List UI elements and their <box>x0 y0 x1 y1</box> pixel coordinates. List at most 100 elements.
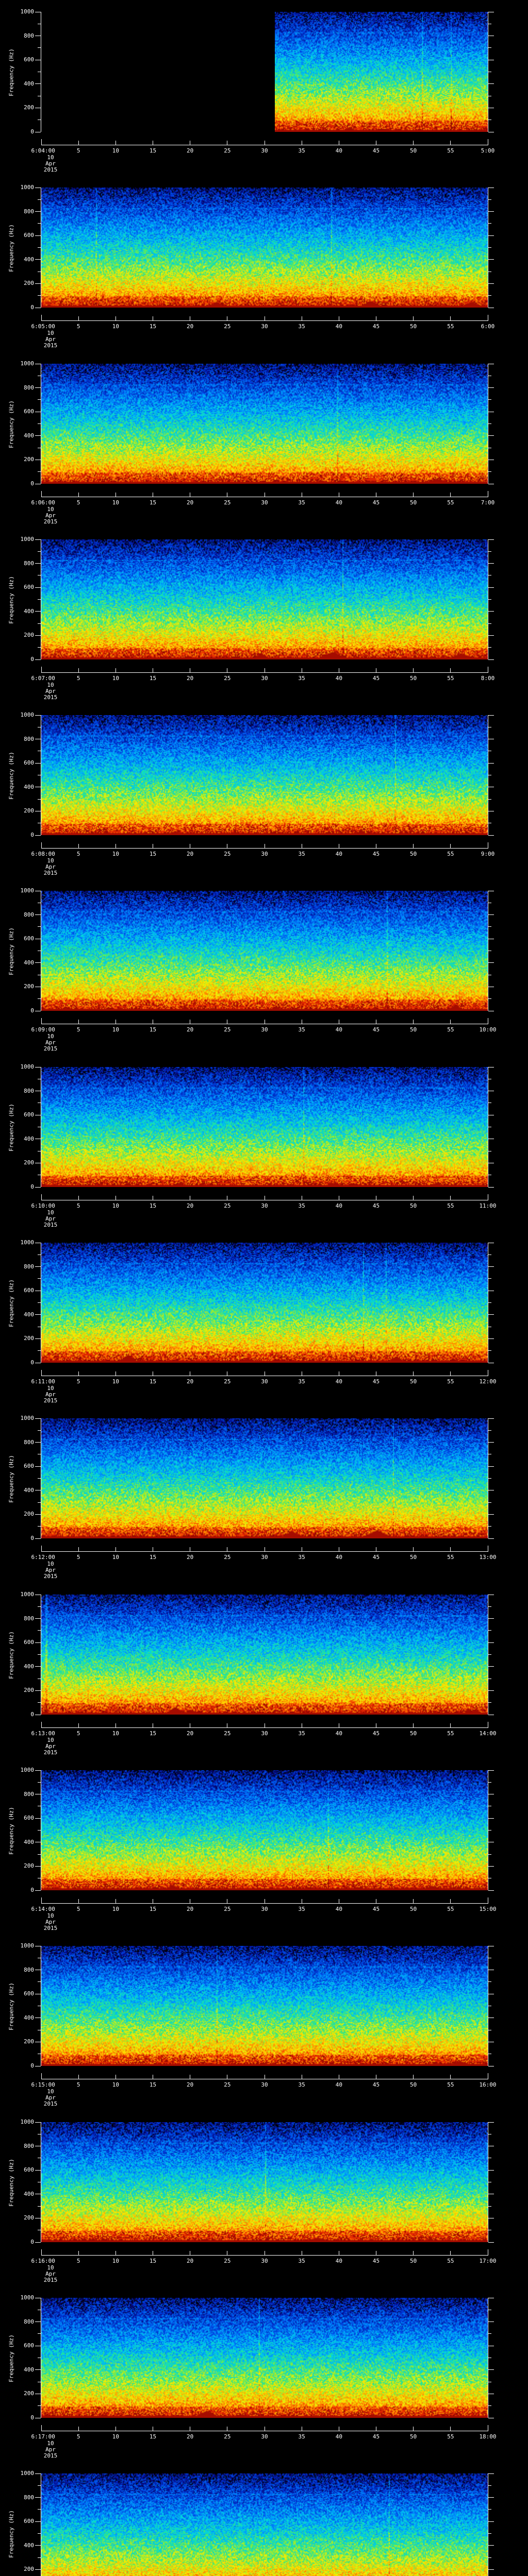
y-axis-tick <box>488 715 494 716</box>
date-line: 2015 <box>43 1573 58 1580</box>
y-axis-tick <box>35 962 41 963</box>
x-tick-label: 40 <box>335 1026 342 1033</box>
x-tick-label: 55 <box>447 2081 454 2088</box>
y-tick-label: 0 <box>30 2062 34 2069</box>
y-tick-label: 600 <box>24 935 34 942</box>
date-line: Apr <box>45 1215 56 1222</box>
date-line: Apr <box>45 160 56 167</box>
x-tick-label: 55 <box>447 1202 454 1209</box>
x-axis-tick <box>413 141 414 145</box>
spectrogram-image <box>41 188 488 308</box>
x-tick-label: 25 <box>224 2081 231 2088</box>
y-axis-tick <box>35 1866 41 1867</box>
x-axis-tick <box>450 844 451 848</box>
y-axis-tick <box>38 1278 41 1279</box>
y-tick-label: 800 <box>24 1263 34 1270</box>
y-tick-label: 1000 <box>20 184 35 191</box>
y-axis-tick <box>35 1418 41 1419</box>
x-tick-label: 5 <box>76 1730 80 1737</box>
y-tick-label: 600 <box>24 1639 34 1646</box>
y-axis-tick <box>35 611 41 612</box>
y-tick-label: 0 <box>30 832 34 838</box>
y-axis-tick <box>38 1502 41 1503</box>
x-tick-label: 5 <box>76 323 80 330</box>
x-tick-label: 10 <box>112 1554 119 1561</box>
spectrogram-panel: 0 200 400 600 800 1000 Frequency (Hz) 6:11:00 5 1… <box>0 1231 528 1406</box>
frequency-axis-label: Frequency (Hz) <box>8 1454 15 1503</box>
spectrogram-image <box>41 715 488 835</box>
x-tick-label: 5 <box>76 1906 80 1912</box>
y-axis-tick <box>35 539 41 540</box>
y-axis-tick <box>38 1606 41 1607</box>
spectrogram-image <box>41 1418 488 1538</box>
end-time-label: 5:00 <box>481 147 495 154</box>
y-axis-tick <box>38 926 41 927</box>
x-tick-label: 15 <box>149 1026 157 1033</box>
x-tick-label: 15 <box>149 1906 157 1912</box>
x-axis-tick <box>41 139 42 145</box>
start-time-label: 6:07:00 <box>31 675 55 682</box>
y-axis-tick <box>38 799 41 800</box>
date-line: 10 <box>47 330 54 336</box>
x-tick-label: 35 <box>298 1906 305 1912</box>
x-tick-label: 30 <box>261 147 268 154</box>
y-axis-tick <box>488 1302 491 1303</box>
end-time-label: 13:00 <box>479 1554 497 1561</box>
x-tick-label: 20 <box>187 1202 194 1209</box>
x-tick-label: 30 <box>261 2433 268 2440</box>
x-tick-label: 50 <box>410 2081 417 2088</box>
y-axis-tick <box>488 1830 491 1831</box>
date-line: Apr <box>45 688 56 694</box>
date-line: 2015 <box>43 518 58 525</box>
y-axis-tick <box>488 647 491 648</box>
date-line: 2015 <box>43 1925 58 1931</box>
x-axis-tick <box>450 2075 451 2079</box>
x-axis-tick <box>41 1370 42 1376</box>
x-tick-label: 20 <box>187 1730 194 1737</box>
x-tick-label: 25 <box>224 1378 231 1385</box>
x-axis-tick <box>450 1547 451 1551</box>
x-tick-label: 50 <box>410 1378 417 1385</box>
x-axis-tick <box>78 493 79 497</box>
spectrogram-panel: 0 200 400 600 800 1000 Frequency (Hz) 6:17:00 5 1… <box>0 2286 528 2462</box>
y-axis-tick <box>35 1666 41 1667</box>
y-tick-label: 800 <box>24 2142 34 2149</box>
date-line: Apr <box>45 2094 56 2101</box>
y-axis-tick <box>488 998 491 999</box>
y-tick-label: 1000 <box>20 2470 35 2477</box>
date-line: 2015 <box>43 342 58 349</box>
y-tick-label: 1000 <box>20 1063 35 1070</box>
x-tick-label: 5 <box>76 147 80 154</box>
date-line: 10 <box>47 1737 54 1743</box>
x-tick-label: 10 <box>112 2258 119 2264</box>
x-tick-label: 25 <box>224 2258 231 2264</box>
x-tick-label: 15 <box>149 147 157 154</box>
y-tick-label: 0 <box>30 2239 34 2245</box>
y-axis-tick <box>488 926 491 927</box>
y-tick-label: 400 <box>24 2541 34 2549</box>
x-axis-tick <box>78 1723 79 1727</box>
y-axis-tick <box>488 1702 491 1703</box>
x-tick-label: 45 <box>372 675 380 682</box>
x-tick-label: 35 <box>298 851 305 857</box>
y-axis-tick <box>488 1618 494 1619</box>
y-axis-tick <box>35 1514 41 1515</box>
y-tick-label: 600 <box>24 759 34 767</box>
y-axis-tick <box>35 2545 41 2546</box>
y-axis-tick <box>488 2206 491 2207</box>
y-tick-label: 600 <box>24 2342 34 2349</box>
frequency-axis-label: Frequency (Hz) <box>8 400 15 448</box>
y-axis-tick <box>35 1266 41 1267</box>
y-axis-tick <box>488 599 491 600</box>
y-axis-tick <box>35 235 41 236</box>
x-tick-label: 35 <box>298 2081 305 2088</box>
x-axis-tick <box>450 1899 451 1903</box>
y-axis-tick <box>488 1350 491 1351</box>
spectrogram-panel: 0 200 400 600 800 1000 Frequency (Hz) 6:16:00 5 1… <box>0 2110 528 2286</box>
y-axis-tick <box>35 715 41 716</box>
start-time-label: 6:08:00 <box>31 851 55 857</box>
y-axis-tick <box>488 611 494 612</box>
date-line: 2015 <box>43 1397 58 1404</box>
y-tick-label: 1000 <box>20 887 35 894</box>
date-line: Apr <box>45 1743 56 1750</box>
